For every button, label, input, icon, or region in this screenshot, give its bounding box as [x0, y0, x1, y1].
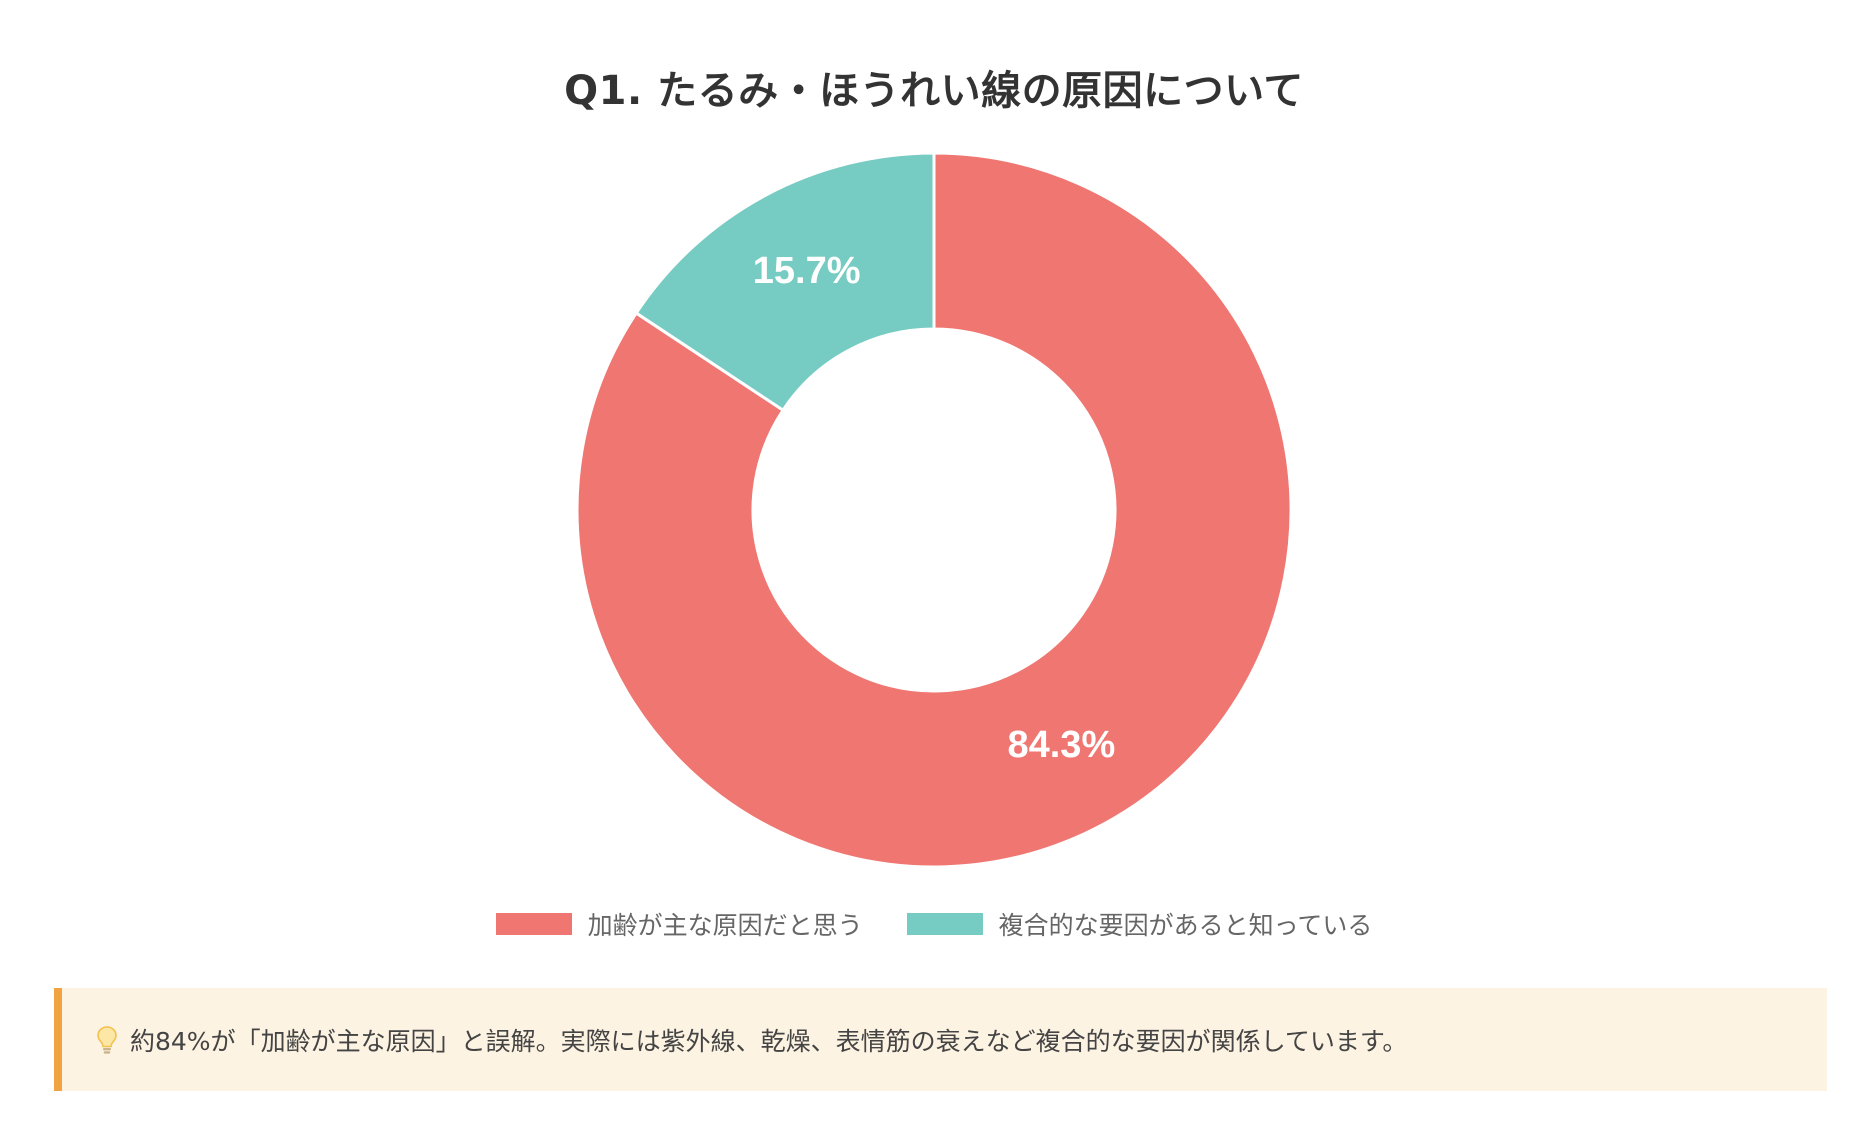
- chart-title: Q1. たるみ・ほうれい線の原因について: [564, 68, 1304, 114]
- donut-slice-multiple-factors[interactable]: [634, 151, 936, 413]
- legend-swatch-aging: [495, 913, 572, 935]
- insight-note-text: 約84%が「加齢が主な原因」と誤解。実際には紫外線、乾燥、表情筋の衰えなど複合的…: [130, 1026, 1408, 1056]
- legend-item-aging[interactable]: 加齢が主な原因だと思う: [495, 906, 863, 942]
- legend-swatch-multiple-factors: [906, 913, 983, 935]
- donut-chart: 84.3% 15.7%: [575, 151, 1293, 869]
- legend-label-multiple-factors: 複合的な要因があると知っている: [998, 911, 1373, 940]
- slice-label-aging: 84.3%: [1007, 724, 1115, 766]
- legend-item-multiple-factors[interactable]: 複合的な要因があると知っている: [906, 906, 1373, 942]
- lightbulb-icon: [97, 1025, 117, 1054]
- donut-slice-aging[interactable]: [575, 151, 1293, 869]
- slice-label-multiple-factors: 15.7%: [753, 250, 861, 292]
- chart-legend: 加齢が主な原因だと思う 複合的な要因があると知っている: [0, 906, 1868, 942]
- insight-note: 約84%が「加齢が主な原因」と誤解。実際には紫外線、乾燥、表情筋の衰えなど複合的…: [54, 988, 1827, 1091]
- legend-label-aging: 加齢が主な原因だと思う: [587, 911, 863, 940]
